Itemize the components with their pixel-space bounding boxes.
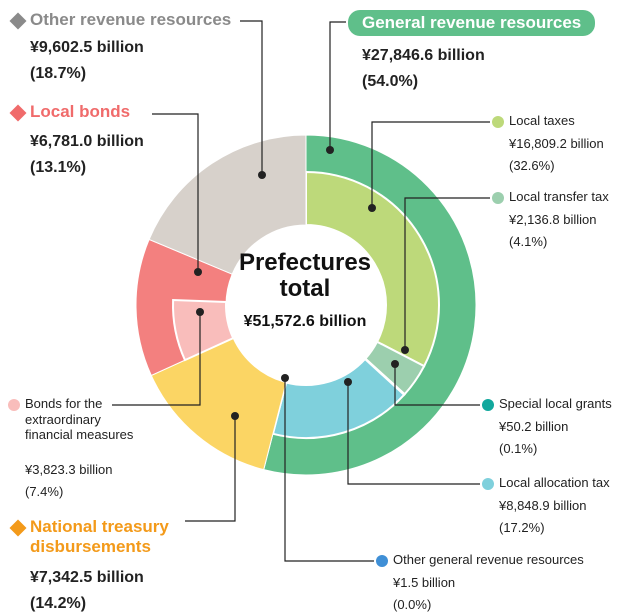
marker-dot bbox=[194, 268, 202, 276]
series-amount: ¥7,342.5 billion bbox=[30, 569, 144, 586]
child-percent: (0.1%) bbox=[499, 441, 538, 456]
child-name: Other general revenue resources bbox=[393, 552, 584, 567]
child-percent: (32.6%) bbox=[509, 158, 555, 173]
series-amount: ¥6,781.0 billion bbox=[30, 133, 144, 150]
series-percent: (13.1%) bbox=[30, 159, 87, 176]
child-amount: ¥2,136.8 billion bbox=[509, 212, 597, 227]
marker-dot bbox=[376, 555, 388, 567]
series-percent: (14.2%) bbox=[30, 595, 87, 612]
leader-line bbox=[240, 20, 263, 175]
marker-dot bbox=[8, 399, 20, 411]
leader-line bbox=[371, 121, 490, 208]
center-title: Prefectures total bbox=[238, 249, 372, 303]
child-amount: ¥16,809.2 billion bbox=[509, 136, 604, 151]
series-percent: (54.0%) bbox=[362, 73, 419, 90]
series-name: National treasury disbursements bbox=[30, 517, 169, 557]
center-total: ¥51,572.6 billion bbox=[243, 313, 367, 330]
marker-dot bbox=[492, 192, 504, 204]
leader-line bbox=[329, 21, 346, 150]
child-percent: (7.4%) bbox=[25, 484, 64, 499]
diamond-icon bbox=[9, 104, 27, 122]
child-name: Local allocation tax bbox=[499, 475, 610, 490]
marker-dot bbox=[401, 346, 409, 354]
series-amount: ¥27,846.6 billion bbox=[362, 47, 485, 64]
child-name: Special local grants bbox=[499, 396, 612, 411]
marker-dot bbox=[482, 478, 494, 490]
marker-dot bbox=[492, 116, 504, 128]
leader-line bbox=[152, 113, 199, 272]
child-name: Bonds for the extraordinary financial me… bbox=[25, 396, 134, 443]
marker-dot bbox=[368, 204, 376, 212]
child-amount: ¥1.5 billion bbox=[393, 575, 456, 590]
leader-line bbox=[347, 382, 480, 485]
child-percent: (4.1%) bbox=[509, 234, 548, 249]
marker-dot bbox=[281, 374, 289, 382]
child-name: Local taxes bbox=[509, 113, 575, 128]
series-name: Local bonds bbox=[30, 102, 131, 121]
diamond-icon bbox=[9, 12, 27, 30]
leader-line bbox=[284, 378, 374, 562]
series-amount: ¥9,602.5 billion bbox=[30, 39, 144, 56]
leader-line bbox=[394, 364, 480, 406]
child-amount: ¥50.2 billion bbox=[499, 419, 569, 434]
leader-line bbox=[185, 416, 236, 522]
child-percent: (0.0%) bbox=[393, 597, 432, 612]
leader-line bbox=[404, 197, 490, 350]
marker-dot bbox=[344, 378, 352, 386]
series-name: General revenue resources bbox=[348, 10, 596, 37]
series-percent: (18.7%) bbox=[30, 65, 87, 82]
marker-dot bbox=[482, 399, 494, 411]
child-percent: (17.2%) bbox=[499, 520, 545, 535]
center-hole bbox=[226, 225, 386, 385]
child-name: Local transfer tax bbox=[509, 189, 609, 204]
leader-line bbox=[112, 312, 201, 406]
child-amount: ¥3,823.3 billion bbox=[25, 462, 113, 477]
marker-dot bbox=[231, 412, 239, 420]
diamond-icon bbox=[9, 519, 27, 537]
child-amount: ¥8,848.9 billion bbox=[499, 498, 587, 513]
marker-dot bbox=[391, 360, 399, 368]
marker-dot bbox=[196, 308, 204, 316]
marker-dot bbox=[326, 146, 334, 154]
series-name: Other revenue resources bbox=[30, 10, 232, 29]
marker-dot bbox=[258, 171, 266, 179]
